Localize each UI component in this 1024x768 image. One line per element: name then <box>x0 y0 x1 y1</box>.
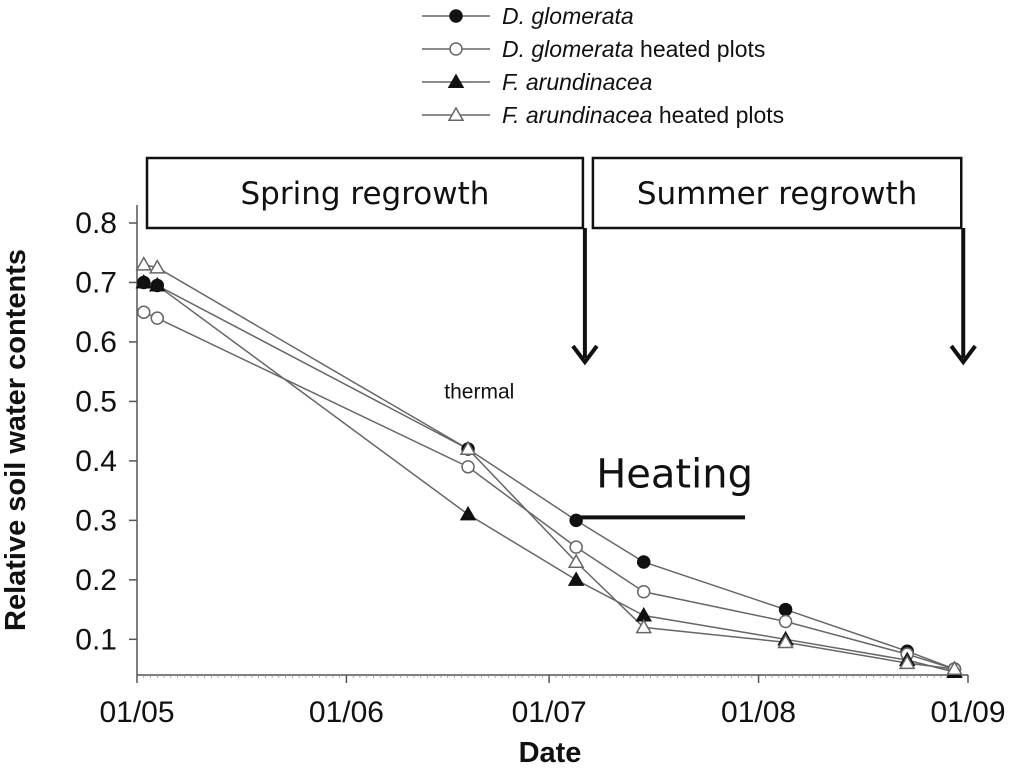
data-point <box>636 555 651 569</box>
y-tick-label: 0.1 <box>75 623 117 656</box>
data-point <box>137 305 151 319</box>
legend-marker <box>449 9 463 23</box>
legend-label: F. arundinacea <box>502 69 652 95</box>
legend-label: F. arundinacea heated plots <box>502 102 784 128</box>
data-point <box>135 256 153 271</box>
data-point <box>148 259 166 274</box>
x-tick-label: 01/08 <box>721 696 796 729</box>
y-axis-title: Relative soil water contents <box>0 249 32 631</box>
regrowth-phase-boxes: Spring regrowth Summer regrowth <box>145 156 977 366</box>
data-series <box>135 256 963 679</box>
axes <box>136 205 968 676</box>
x-tick-label: 01/07 <box>512 696 587 729</box>
x-axis-title: Date <box>519 737 582 768</box>
data-point <box>135 273 153 289</box>
legend-label: D. glomerata <box>502 3 634 29</box>
heating-annotation: Heating <box>576 451 753 520</box>
heating-label: Heating <box>596 451 753 497</box>
data-point <box>567 571 585 586</box>
data-point <box>777 633 794 649</box>
phase-label: Spring regrowth <box>240 176 489 212</box>
data-point <box>898 654 916 670</box>
phase-box <box>591 156 963 230</box>
x-tick-label: 01/06 <box>309 696 384 729</box>
data-point <box>569 540 583 554</box>
legend-label: D. glomerata heated plots <box>502 36 765 62</box>
data-point <box>567 553 585 568</box>
phase-label: Summer regrowth <box>637 176 917 212</box>
y-tick-label: 0.2 <box>75 564 117 597</box>
y-tick-label: 0.3 <box>75 504 117 537</box>
y-tick-label: 0.4 <box>75 445 117 478</box>
data-point <box>946 660 963 676</box>
data-point <box>635 618 652 634</box>
chart-annotations: thermal <box>444 380 514 403</box>
legend-marker <box>447 106 465 121</box>
y-tick-label: 0.8 <box>75 207 117 240</box>
x-tick-label: 01/05 <box>99 696 174 729</box>
data-point <box>459 505 477 521</box>
data-point <box>778 602 793 617</box>
data-point <box>148 276 166 292</box>
legend-marker <box>447 73 465 88</box>
legend: D. glomerata D. glomerata heated plots F. … <box>422 3 784 128</box>
data-point <box>459 440 477 455</box>
series-line <box>143 263 955 670</box>
legend-marker <box>449 42 463 56</box>
data-point <box>150 311 165 325</box>
data-point <box>636 584 651 599</box>
phase-end-arrowhead <box>949 344 977 366</box>
y-tick-label: 0.5 <box>75 385 117 418</box>
data-point <box>778 614 793 629</box>
series-line <box>143 311 955 670</box>
data-point <box>461 460 475 474</box>
series-line <box>143 281 955 670</box>
phase-box <box>145 156 585 230</box>
y-tick-label: 0.6 <box>75 326 117 359</box>
x-tick-label: 01/09 <box>930 696 1005 729</box>
annotation-text: thermal <box>444 380 514 403</box>
series-line <box>143 281 955 673</box>
phase-end-arrowhead <box>571 344 599 366</box>
axis-ticks: 01/05 01/06 01/07 01/08 01/09 0.1 0.2 0.3 0.4 0.5… <box>75 207 1005 729</box>
y-tick-label: 0.7 <box>75 266 117 299</box>
